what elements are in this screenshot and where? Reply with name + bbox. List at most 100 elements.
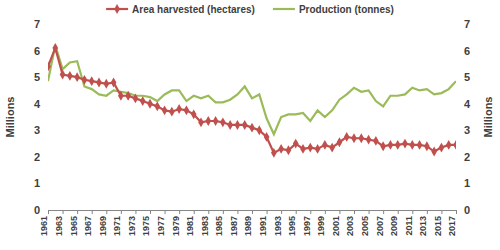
series-marker	[140, 96, 146, 106]
x-tick: 1965	[69, 210, 79, 236]
series-marker	[358, 133, 364, 143]
x-tick-label: 2009	[389, 216, 399, 236]
series-marker	[256, 125, 262, 135]
x-tick: 1985	[214, 210, 224, 236]
x-tick-label: 1999	[316, 216, 326, 236]
x-tick-mark	[165, 210, 166, 214]
series-line	[48, 45, 456, 134]
y-tick-label: 4	[34, 98, 41, 110]
x-tick-label: 1989	[243, 216, 253, 236]
x-tick-mark	[63, 210, 64, 214]
legend-marker	[114, 4, 120, 14]
series-marker	[402, 139, 408, 149]
series-marker	[242, 120, 248, 130]
series-marker	[395, 140, 401, 150]
x-tick-mark	[106, 210, 107, 214]
x-tick: 1989	[243, 210, 253, 236]
y2-tick-label: 5	[464, 71, 470, 83]
x-tick-mark	[354, 210, 355, 214]
x-tick: 1997	[302, 210, 312, 236]
x-tick-label: 2013	[418, 216, 428, 236]
series-marker	[235, 120, 241, 130]
x-tick-mark	[48, 210, 49, 214]
series-marker	[184, 105, 190, 115]
legend-label: Production (tonnes)	[299, 4, 394, 15]
x-tick: 1963	[54, 210, 64, 236]
series-marker	[439, 143, 445, 153]
y-tick: 4	[34, 98, 48, 110]
x-axis: 1961196319651967196919711973197519771979…	[39, 210, 457, 236]
x-tick-label: 1961	[39, 216, 49, 236]
series-marker	[191, 109, 197, 119]
legend: Area harvested (hectares) Production (ton…	[106, 4, 394, 15]
series-marker	[205, 116, 211, 126]
x-tick-label: 1969	[98, 216, 108, 236]
legend-item: Production (tonnes)	[273, 4, 394, 15]
x-tick: 2011	[404, 210, 414, 236]
x-tick-mark	[383, 210, 384, 214]
y-tick-label: 2	[34, 151, 40, 163]
x-tick-mark	[339, 210, 340, 214]
y2-tick: 0	[456, 204, 470, 216]
series-marker	[67, 71, 73, 81]
x-tick-label: 1987	[229, 216, 239, 236]
y2-tick-label: 4	[464, 98, 471, 110]
x-tick-mark	[223, 210, 224, 214]
series-marker	[74, 72, 80, 82]
series-marker	[446, 140, 452, 150]
y-tick: 3	[34, 124, 48, 136]
x-tick: 1969	[98, 210, 108, 236]
y-tick: 1	[34, 177, 48, 189]
x-tick-mark	[92, 210, 93, 214]
x-tick-mark	[427, 210, 428, 214]
x-tick: 2003	[345, 210, 355, 236]
series-marker	[154, 101, 160, 111]
x-tick-label: 2017	[447, 216, 457, 236]
y2-tick: 4	[456, 98, 471, 110]
x-tick-mark	[310, 210, 311, 214]
x-tick-label: 1963	[54, 216, 64, 236]
series-marker	[133, 93, 139, 103]
y-tick-label: 5	[34, 71, 40, 83]
series-marker	[264, 132, 270, 142]
series-marker	[271, 148, 277, 158]
chart: 1961196319651967196919711973197519771979…	[0, 0, 500, 250]
series-marker	[351, 133, 357, 143]
y2-tick: 5	[456, 71, 470, 83]
y2-tick: 7	[456, 18, 470, 30]
series-marker	[300, 144, 306, 154]
x-tick-mark	[398, 210, 399, 214]
x-tick-mark	[194, 210, 195, 214]
series-marker	[220, 117, 226, 127]
x-tick-label: 1981	[185, 216, 195, 236]
x-tick-mark	[412, 210, 413, 214]
x-tick-label: 1991	[258, 216, 268, 236]
x-tick-mark	[77, 210, 78, 214]
series-marker	[227, 120, 233, 130]
x-tick: 1977	[156, 210, 166, 236]
x-tick-mark	[267, 210, 268, 214]
series-marker	[344, 132, 350, 142]
series-marker	[322, 140, 328, 150]
series-marker	[111, 78, 117, 88]
series-marker	[431, 147, 437, 157]
y2-tick: 6	[456, 45, 470, 57]
series-marker	[286, 145, 292, 155]
series-marker	[176, 104, 182, 114]
legend-label: Area harvested (hectares)	[132, 4, 255, 15]
x-tick-mark	[179, 210, 180, 214]
y2-tick: 2	[456, 151, 470, 163]
x-axis-line	[49, 211, 457, 215]
x-tick: 1979	[171, 210, 181, 236]
x-tick-label: 2005	[360, 216, 370, 236]
series-marker	[162, 105, 168, 115]
x-tick: 2009	[389, 210, 399, 236]
y-tick: 2	[34, 151, 48, 163]
series-marker	[169, 107, 175, 117]
series-marker	[388, 140, 394, 150]
x-tick: 2001	[331, 210, 341, 236]
series-marker	[293, 139, 299, 149]
x-tick: 1983	[200, 210, 210, 236]
series-marker	[147, 99, 153, 109]
y2-tick-label: 2	[464, 151, 470, 163]
